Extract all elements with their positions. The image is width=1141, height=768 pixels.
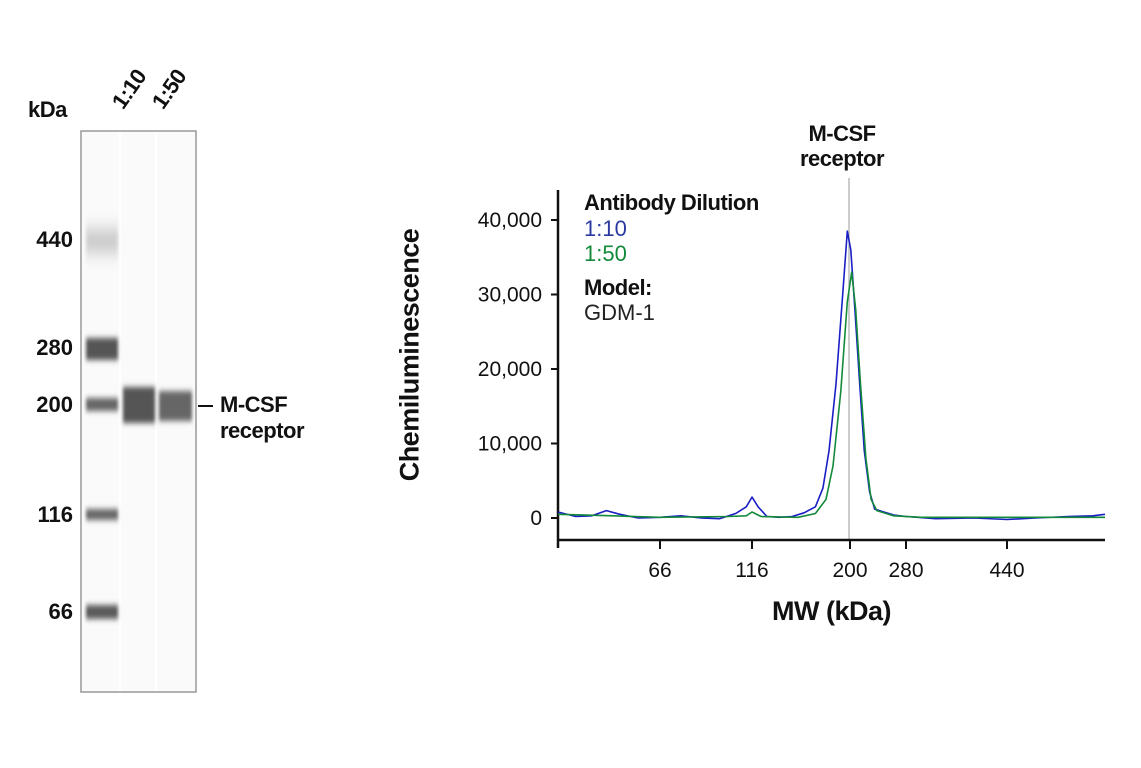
ladder-label-200: 200 <box>36 392 73 417</box>
y-tick-label: 30,000 <box>478 284 542 307</box>
ladder-label-66: 66 <box>48 599 73 624</box>
model-value: GDM-1 <box>584 300 655 325</box>
legend-1-10: 1:10 <box>584 216 627 241</box>
ladder-band-440 <box>86 230 118 252</box>
ladder-band-66 <box>86 605 118 619</box>
band-label-line1: M-CSF <box>220 392 288 417</box>
x-tick-label: 280 <box>888 559 923 582</box>
y-tick-label: 40,000 <box>478 209 542 232</box>
ladder-label-116: 116 <box>37 502 74 527</box>
ladder-band-200 <box>86 398 118 411</box>
x-axis-label: MW (kDa) <box>772 596 892 626</box>
series-line-1-50 <box>557 271 1105 519</box>
legend-title: Antibody Dilution <box>584 190 759 215</box>
sample-band-1-50 <box>159 391 192 421</box>
y-tick-label: 20,000 <box>478 358 542 381</box>
band-label: M-CSF receptor <box>220 392 305 444</box>
x-tick-label: 66 <box>648 559 671 582</box>
kda-label: kDa <box>28 97 67 122</box>
band-label-line2: receptor <box>220 418 305 443</box>
x-tick-label: 200 <box>832 559 867 582</box>
annotation-line1: M-CSF <box>808 121 876 146</box>
y-tick-label: 0 <box>530 507 542 530</box>
ladder-label-280: 280 <box>36 335 73 360</box>
x-tick-label: 116 <box>735 559 768 582</box>
y-axis-label: Chemiluminescence <box>394 228 425 482</box>
peak-annotation: M-CSF receptor <box>800 121 885 171</box>
ladder-band-280 <box>86 338 118 360</box>
ladder-label-440: 440 <box>36 227 73 252</box>
annotation-line2: receptor <box>800 146 885 171</box>
model-label: Model: <box>584 275 652 300</box>
ladder-band-116 <box>86 509 118 520</box>
legend-1-50: 1:50 <box>584 241 627 266</box>
x-tick-label: 440 <box>989 559 1024 582</box>
sample-band-1-10 <box>123 387 155 423</box>
y-tick-label: 10,000 <box>478 433 542 456</box>
